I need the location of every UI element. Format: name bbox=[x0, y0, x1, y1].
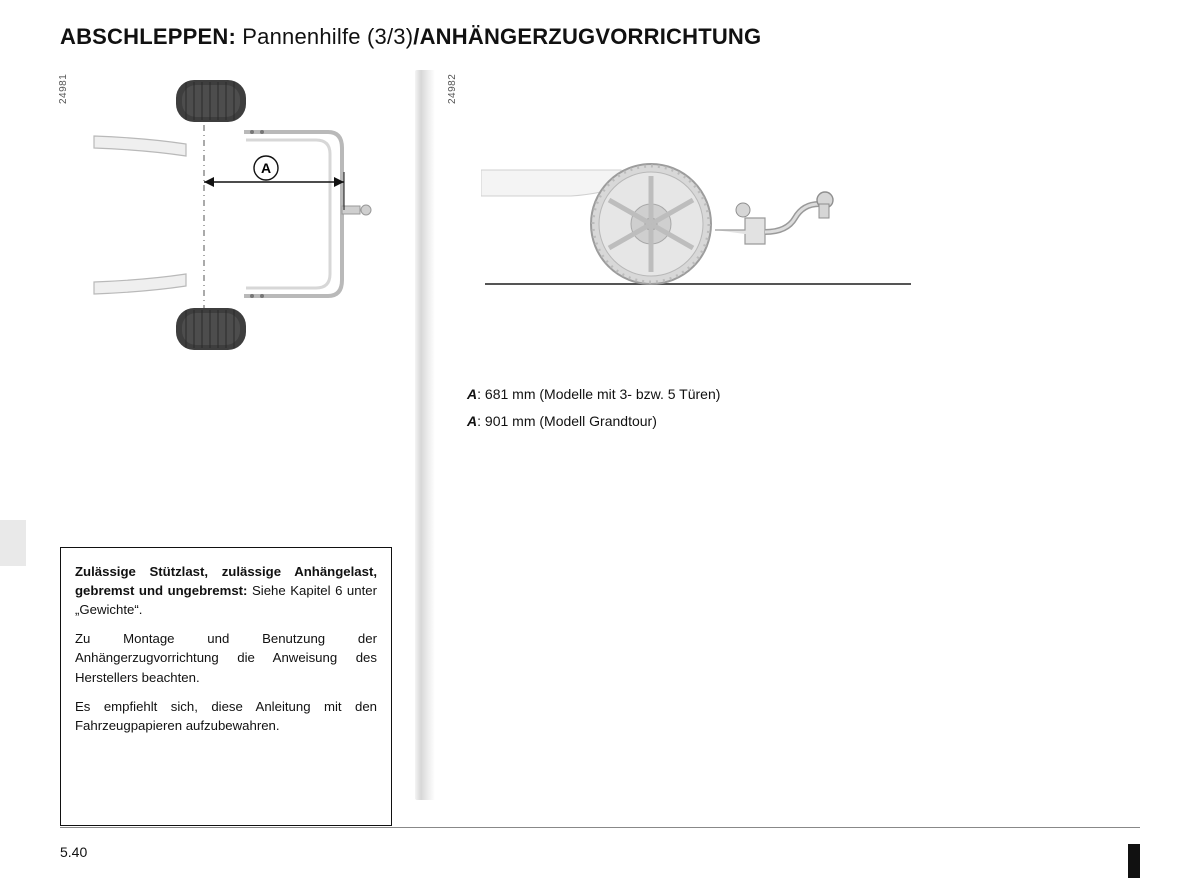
svg-text:A: A bbox=[261, 160, 271, 176]
dimension-row: A: 681 mm (Modelle mit 3- bzw. 5 Türen) bbox=[467, 381, 1115, 408]
towhitch-side-diagram bbox=[481, 106, 921, 316]
trim-mark-bar bbox=[1128, 844, 1140, 878]
info-p1: Zulässige Stützlast, zulässige Anhängela… bbox=[75, 562, 377, 619]
dimension-list: A: 681 mm (Modelle mit 3- bzw. 5 Türen) … bbox=[467, 381, 1115, 434]
dimension-label: A bbox=[467, 413, 477, 429]
dimension-value: : 901 mm (Modell Grandtour) bbox=[477, 413, 657, 429]
left-column: 24981 bbox=[60, 66, 415, 806]
info-p3: Es empfiehlt sich, diese Anleitung mit d… bbox=[75, 697, 377, 735]
dimension-row: A: 901 mm (Modell Grandtour) bbox=[467, 408, 1115, 435]
dimension-value: : 681 mm (Modelle mit 3- bzw. 5 Türen) bbox=[477, 386, 720, 402]
info-box: Zulässige Stützlast, zulässige Anhängela… bbox=[60, 547, 392, 826]
page-number: 5.40 bbox=[60, 844, 87, 860]
footer-rule bbox=[60, 827, 1140, 828]
column-divider bbox=[415, 70, 435, 800]
towing-dimension-diagram: A bbox=[86, 70, 406, 360]
info-p2: Zu Montage und Benutzung der Anhängerzug… bbox=[75, 629, 377, 686]
title-mid: Pannenhilfe bbox=[242, 24, 360, 49]
title-tail: /ANHÄNGERZUGVORRICHTUNG bbox=[413, 24, 761, 49]
title-pageof: (3/3) bbox=[367, 24, 413, 49]
dimension-label: A bbox=[467, 386, 477, 402]
figure-id-left: 24981 bbox=[58, 74, 69, 104]
title-lead: ABSCHLEPPEN: bbox=[60, 24, 236, 49]
manual-page: ABSCHLEPPEN: Pannenhilfe (3/3)/ANHÄNGERZ… bbox=[0, 0, 1200, 888]
figure-id-right: 24982 bbox=[447, 74, 458, 104]
page-title: ABSCHLEPPEN: Pannenhilfe (3/3)/ANHÄNGERZ… bbox=[60, 24, 1140, 50]
trim-marks bbox=[1128, 844, 1140, 878]
content-columns: 24981 bbox=[60, 66, 1140, 806]
side-tab-thumb bbox=[0, 520, 26, 566]
right-column: 24982 bbox=[435, 66, 1115, 806]
